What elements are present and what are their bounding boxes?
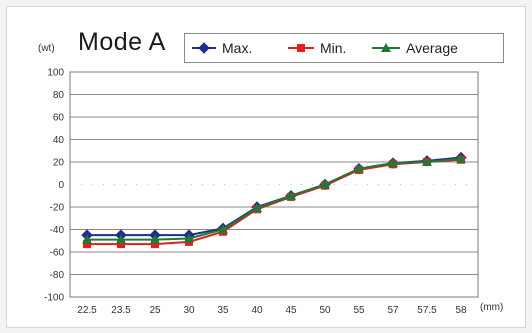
data-point: [151, 240, 159, 249]
data-point: [150, 234, 160, 244]
x-tick-label: 50: [319, 305, 331, 316]
x-tick-label: 55: [353, 305, 365, 316]
y-tick-label: -20: [50, 203, 65, 214]
y-tick-label: 0: [58, 180, 64, 191]
y-axis-unit: (wt): [38, 43, 55, 54]
x-tick-label: 23.5: [111, 305, 131, 316]
chart-title: Mode A: [78, 28, 166, 56]
x-tick-label: 30: [183, 305, 195, 316]
y-tick-label: -80: [50, 270, 65, 281]
data-point: [286, 190, 296, 200]
data-point: [218, 224, 228, 234]
data-point: [184, 233, 194, 243]
data-point: [422, 157, 432, 166]
x-tick-label: 35: [217, 305, 229, 316]
x-tick-label: 58: [455, 305, 467, 316]
y-tick-label: 80: [53, 90, 65, 101]
y-tick-label: 60: [53, 113, 65, 124]
data-point: [83, 240, 91, 249]
legend-label: Min.: [320, 40, 346, 56]
legend-marker-square: [297, 44, 305, 52]
y-tick-label: -100: [44, 293, 64, 304]
x-tick-label: 40: [251, 305, 263, 316]
x-tick-label: 57.5: [417, 305, 437, 316]
legend-marker-diamond: [198, 42, 210, 54]
x-axis-unit: (mm): [480, 302, 504, 313]
y-tick-label: -60: [50, 248, 65, 259]
x-tick-label: 45: [285, 305, 297, 316]
data-point: [116, 234, 126, 244]
y-tick-label: 100: [47, 68, 64, 79]
x-tick-label: 57: [387, 305, 399, 316]
chart-legend: [184, 33, 504, 63]
x-tick-label: 22.5: [77, 305, 97, 316]
legend-label: Max.: [222, 40, 252, 56]
data-point: [456, 153, 466, 163]
y-tick-label: 20: [53, 158, 65, 169]
data-point: [252, 203, 262, 213]
data-point: [82, 234, 92, 244]
plot-area: [69, 71, 479, 298]
y-tick-label: -40: [50, 225, 65, 236]
series-line-average: [87, 157, 462, 241]
y-tick-label: 40: [53, 135, 65, 146]
legend-label: Average: [406, 40, 458, 56]
data-point: [354, 163, 364, 173]
data-point: [117, 240, 125, 249]
data-point: [320, 179, 330, 189]
data-point: [388, 158, 398, 168]
legend-marker-triangle: [381, 43, 391, 52]
x-tick-label: 25: [149, 305, 161, 316]
